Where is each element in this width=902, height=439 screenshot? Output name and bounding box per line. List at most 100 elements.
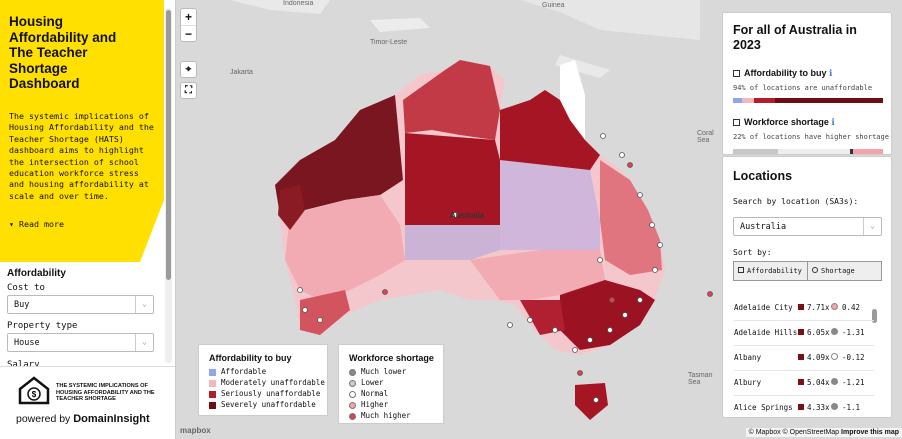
legend-dot bbox=[349, 401, 356, 409]
legend-item: Normal bbox=[349, 389, 388, 398]
affordability-bar bbox=[733, 98, 883, 103]
location-row[interactable]: Adelaide City 7.71x 0.42 bbox=[734, 296, 874, 321]
legend-title: Workforce shortage bbox=[349, 353, 434, 363]
place-label: Coral Sea bbox=[697, 130, 714, 144]
read-more-label: Read more bbox=[19, 219, 64, 229]
read-more-link[interactable]: ▾ Read more bbox=[9, 219, 64, 229]
scrollbar-thumb[interactable] bbox=[166, 10, 171, 280]
legend-item: Moderately unaffordable bbox=[209, 378, 325, 387]
legend-dot bbox=[349, 390, 356, 398]
cost-to-label: Cost to bbox=[7, 283, 45, 293]
sort-shortage-button[interactable]: Shortage bbox=[808, 262, 881, 280]
affordability-summary-label: Affordability to buy ℹ bbox=[733, 68, 832, 79]
legend-dot bbox=[349, 412, 356, 420]
shortage-legend: Workforce shortage Much lower Lower Norm… bbox=[338, 344, 444, 424]
search-label: Search by location (SA3s): bbox=[733, 197, 859, 206]
sort-label: Sort by: bbox=[733, 248, 772, 257]
shortage-dot bbox=[831, 303, 838, 310]
affordability-swatch bbox=[798, 379, 804, 385]
chevron-down-icon: ⌄ bbox=[135, 334, 153, 351]
shortage-dot bbox=[831, 353, 838, 360]
sort-toggle: Affordability Shortage bbox=[733, 261, 882, 281]
powered-by-label: powered by bbox=[16, 413, 71, 425]
salary-label: Salary bbox=[7, 360, 40, 370]
legend-label: Seriously unaffordable bbox=[221, 389, 321, 398]
page-title: Housing Affordability and The Teacher Sh… bbox=[9, 14, 117, 91]
sort-affordability-label: Affordability bbox=[747, 267, 802, 275]
sort-affordability-button[interactable]: Affordability bbox=[734, 262, 808, 280]
mapbox-logo[interactable]: mapbox bbox=[180, 426, 211, 435]
affordability-swatch bbox=[798, 404, 804, 410]
info-icon[interactable]: ℹ bbox=[829, 68, 833, 78]
zoom-out-button[interactable]: − bbox=[181, 25, 196, 42]
legend-item: Affordable bbox=[209, 367, 266, 376]
chevron-down-icon: ⌄ bbox=[135, 296, 153, 313]
sidebar-scrollbar[interactable] bbox=[165, 8, 172, 363]
shortage-value: -1.21 bbox=[842, 378, 865, 387]
info-icon[interactable]: ℹ bbox=[831, 117, 835, 127]
list-scrollbar[interactable] bbox=[871, 299, 878, 409]
affordability-swatch bbox=[798, 304, 804, 310]
legend-label: Lower bbox=[361, 378, 384, 387]
cost-to-select[interactable]: Buy ⌄ bbox=[7, 295, 154, 314]
affordability-swatch bbox=[798, 329, 804, 335]
improve-map-link[interactable]: Improve this map bbox=[841, 429, 899, 436]
location-row[interactable]: Adelaide Hills 6.05x -1.31 bbox=[734, 321, 874, 346]
caret-down-icon: ▾ bbox=[9, 219, 19, 229]
location-name: Albany bbox=[734, 353, 762, 362]
affordability-summary-text: Affordability to buy bbox=[744, 68, 827, 78]
shortage-value: -0.12 bbox=[842, 353, 865, 362]
legend-label: Higher bbox=[361, 400, 389, 409]
location-search-select[interactable]: Australia ⌄ bbox=[733, 217, 882, 236]
affordability-value: 4.09x bbox=[807, 353, 830, 362]
fullscreen-button[interactable]: ⛶ bbox=[180, 82, 197, 99]
legend-swatch bbox=[209, 401, 216, 409]
square-icon bbox=[733, 119, 740, 127]
legend-dot bbox=[349, 368, 356, 376]
summary-title: For all of Australia in 2023 bbox=[733, 23, 857, 52]
square-icon bbox=[733, 70, 740, 78]
affordability-value: 6.05x bbox=[807, 328, 830, 337]
locations-panel: Locations Search by location (SA3s): Aus… bbox=[722, 156, 892, 418]
location-name: Adelaide Hills bbox=[734, 328, 798, 337]
place-label: Tasman Sea bbox=[688, 372, 713, 386]
property-type-select[interactable]: House ⌄ bbox=[7, 333, 154, 352]
legend-item: Much higher bbox=[349, 411, 411, 420]
locate-button[interactable]: ⌖ bbox=[180, 61, 197, 78]
workforce-summary-text: Workforce shortage bbox=[744, 117, 829, 127]
chevron-down-icon: ⌄ bbox=[863, 218, 881, 235]
legend-label: Normal bbox=[361, 389, 389, 398]
legend-item: Higher bbox=[349, 400, 388, 409]
affordability-swatch bbox=[798, 354, 804, 360]
locations-title: Locations bbox=[733, 169, 793, 183]
legend-label: Much higher bbox=[361, 411, 411, 420]
zoom-in-button[interactable]: + bbox=[184, 10, 192, 24]
legend-label: Affordable bbox=[221, 367, 267, 376]
location-name: Alice Springs bbox=[734, 403, 793, 412]
place-label: Timor-Leste bbox=[370, 39, 408, 46]
legend-swatch bbox=[209, 368, 216, 376]
location-row[interactable]: Albany 4.09x -0.12 bbox=[734, 346, 874, 371]
legend-title: Affordability to buy bbox=[209, 353, 292, 363]
legend-item: Lower bbox=[349, 378, 384, 387]
shortage-dot bbox=[831, 378, 838, 385]
dashboard-description: The systemic implications of Housing Aff… bbox=[9, 111, 154, 201]
scrollbar-thumb[interactable] bbox=[872, 309, 877, 323]
affordability-legend: Affordability to buy Affordable Moderate… bbox=[198, 344, 328, 416]
svg-text:$: $ bbox=[32, 390, 37, 399]
attribution-text[interactable]: © Mapbox © OpenStreetMap bbox=[748, 429, 840, 436]
summary-panel: For all of Australia in 2023 Affordabili… bbox=[722, 12, 892, 155]
place-label: Jakarta bbox=[230, 69, 253, 76]
location-name: Adelaide City bbox=[734, 303, 793, 312]
location-row[interactable]: Alice Springs 4.33x -1.1 bbox=[734, 396, 874, 421]
affordability-value: 5.04x bbox=[807, 378, 830, 387]
place-label: Australia bbox=[450, 211, 485, 220]
affordability-heading: Affordability bbox=[7, 268, 66, 279]
location-row[interactable]: Albury 5.04x -1.21 bbox=[734, 371, 874, 396]
shortage-dot bbox=[831, 328, 838, 335]
legend-label: Moderately unaffordable bbox=[221, 378, 325, 387]
fullscreen-icon: ⛶ bbox=[185, 85, 192, 96]
location-name: Albury bbox=[734, 378, 762, 387]
shortage-value: -1.31 bbox=[842, 328, 865, 337]
affordability-value: 4.33x bbox=[807, 403, 830, 412]
